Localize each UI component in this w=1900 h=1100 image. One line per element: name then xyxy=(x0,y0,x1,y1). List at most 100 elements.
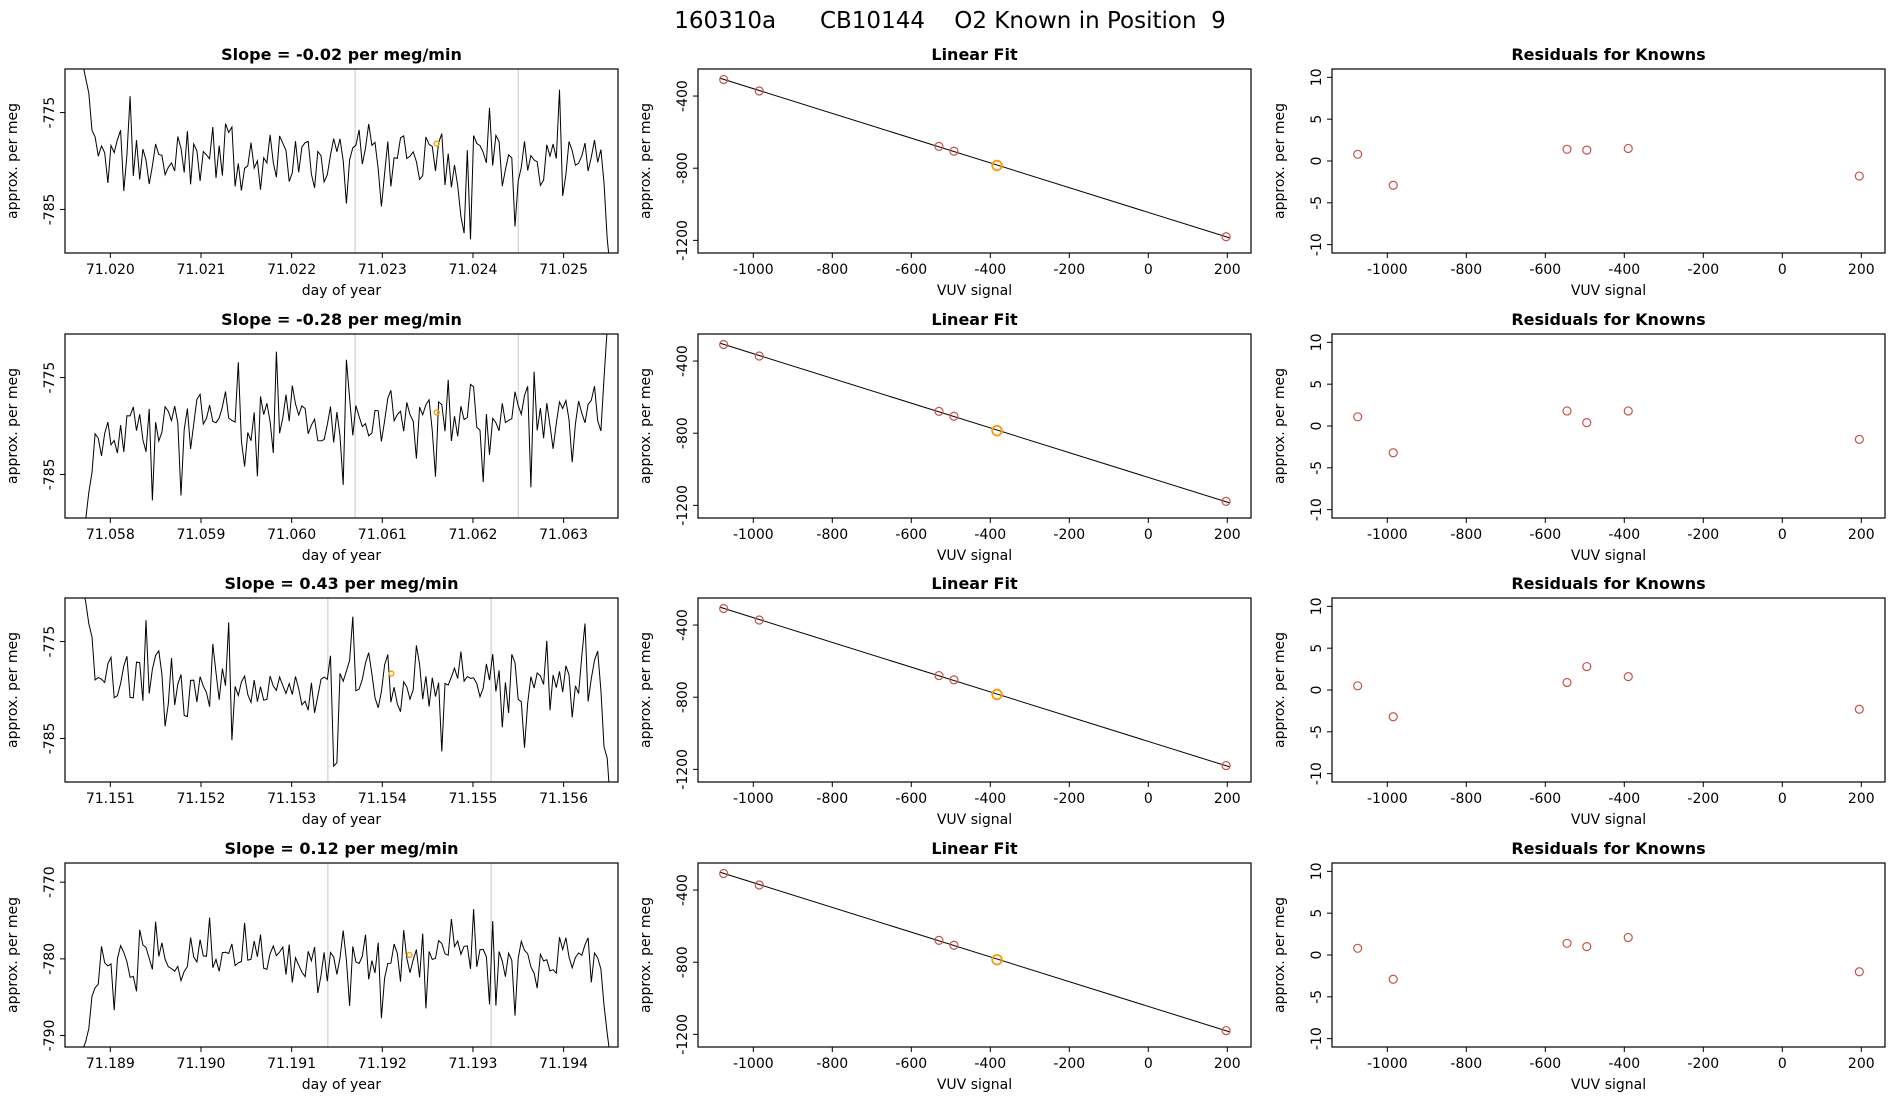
y-tick-label: 5 xyxy=(1309,115,1325,124)
known-point xyxy=(991,424,1004,437)
x-axis: 71.189 71.190 71.191 71.192 71.193 71.194 xyxy=(86,1046,588,1072)
chart-title: Residuals for Knowns xyxy=(1511,310,1705,329)
y-tick-label: 0 xyxy=(1309,421,1325,430)
y-tick-label: -5 xyxy=(1309,196,1325,210)
chart-row1-timeseries: Slope = -0.02 per meg/min day of year appr… xyxy=(5,45,619,299)
y-axis-title: approx. per meg xyxy=(638,897,654,1013)
plot-area xyxy=(85,333,608,518)
x-tick-label: 71.192 xyxy=(358,1056,407,1072)
plot-area xyxy=(1352,406,1864,458)
chart-row4-linear-fit: Linear Fit VUV signal approx. per meg -1000… xyxy=(638,839,1253,1093)
residual-point xyxy=(1854,434,1864,444)
data-point xyxy=(719,339,729,349)
reference-lines xyxy=(327,598,492,783)
y-axis-title: approx. per meg xyxy=(638,103,654,219)
x-tick-label: 0 xyxy=(1144,262,1153,278)
y-axis: -1200 -800 -400 xyxy=(675,345,699,525)
y-axis-title: approx. per meg xyxy=(5,897,21,1013)
data-point xyxy=(755,86,765,96)
plot-area xyxy=(1352,932,1864,984)
x-axis: -1000 -800 -600 -400 -200 0 200 xyxy=(1367,517,1875,543)
x-tick-label: -1000 xyxy=(1367,1056,1408,1072)
x-tick-label: -1000 xyxy=(1367,527,1408,543)
x-tick-label: -600 xyxy=(896,527,928,543)
panel-row3-residuals: Residuals for Knowns VUV signal approx. pe… xyxy=(1267,569,1900,834)
x-tick-label: -800 xyxy=(1450,527,1482,543)
known-point xyxy=(991,953,1004,966)
labels: Linear Fit VUV signal approx. per meg xyxy=(638,574,1018,828)
x-tick-label: -800 xyxy=(1450,262,1482,278)
y-tick-label: -400 xyxy=(675,345,691,377)
y-axis: -1200 -800 -400 xyxy=(675,874,699,1055)
residual-point xyxy=(1388,180,1398,191)
x-tick-label: -800 xyxy=(817,791,849,807)
y-tick-label: 5 xyxy=(1309,379,1325,388)
y-tick-label: -785 xyxy=(42,723,58,755)
x-axis-title: day of year xyxy=(302,1077,382,1093)
x-tick-label: 200 xyxy=(1214,262,1241,278)
residual-point xyxy=(1352,149,1363,160)
data-point xyxy=(949,940,960,950)
data-point xyxy=(934,406,945,416)
x-tick-label: 71.152 xyxy=(177,791,226,807)
plot-area xyxy=(719,75,1232,242)
series-line xyxy=(83,908,610,1047)
x-tick-label: 71.189 xyxy=(86,1056,135,1072)
x-tick-label: -400 xyxy=(975,791,1007,807)
plot-area xyxy=(719,339,1232,506)
y-tick-label: -10 xyxy=(1309,762,1325,785)
x-axis-title: VUV signal xyxy=(937,812,1012,828)
x-axis: -1000 -800 -600 -400 -200 0 200 xyxy=(1367,782,1874,807)
chart-title: Slope = -0.28 per meg/min xyxy=(221,310,462,329)
y-tick-label: 10 xyxy=(1309,69,1325,87)
panel-row2-residuals: Residuals for Knowns VUV signal approx. pe… xyxy=(1267,305,1900,570)
y-tick-label: -775 xyxy=(42,626,58,658)
x-tick-label: 71.151 xyxy=(86,791,135,807)
plot-box xyxy=(697,333,1253,519)
plot-box xyxy=(1331,68,1886,254)
data-point xyxy=(1221,232,1232,242)
residual-point xyxy=(1388,712,1398,722)
labels: Residuals for Knowns VUV signal approx. pe… xyxy=(1272,839,1706,1093)
labels: Linear Fit VUV signal approx. per meg xyxy=(638,310,1018,564)
labels: Slope = 0.43 per meg/min day of year appro… xyxy=(5,574,459,828)
data-point xyxy=(934,935,945,945)
data-point xyxy=(719,868,729,878)
x-axis-title: VUV signal xyxy=(937,548,1012,564)
residual-point xyxy=(1562,938,1572,948)
y-tick-label: 5 xyxy=(1309,908,1325,917)
x-tick-label: 71.020 xyxy=(86,262,135,278)
residual-point xyxy=(1581,145,1592,155)
y-tick-label: -400 xyxy=(675,80,691,112)
x-axis-title: VUV signal xyxy=(1571,548,1646,564)
y-axis-title: approx. per meg xyxy=(1272,103,1288,219)
y-tick-label: -1200 xyxy=(675,1014,691,1055)
x-tick-label: -200 xyxy=(1054,527,1086,543)
data-point xyxy=(949,146,960,157)
y-tick-label: 0 xyxy=(1309,950,1325,959)
plot-box xyxy=(64,597,619,783)
reference-lines xyxy=(354,333,519,518)
x-tick-label: -400 xyxy=(1608,791,1640,807)
residual-point xyxy=(1388,447,1398,458)
x-axis: -1000 -800 -600 -400 -200 0 200 xyxy=(733,782,1241,807)
x-axis-title: VUV signal xyxy=(937,1077,1012,1093)
y-axis-title: approx. per meg xyxy=(5,632,21,748)
x-axis-title: day of year xyxy=(302,548,382,564)
x-axis: -1000 -800 -600 -400 -200 0 200 xyxy=(733,1046,1241,1072)
labels: Linear Fit VUV signal approx. per meg xyxy=(638,839,1018,1093)
plot-box xyxy=(1331,333,1886,519)
data-point xyxy=(755,351,765,361)
x-tick-label: 71.060 xyxy=(267,527,316,543)
y-tick-label: -400 xyxy=(675,874,691,906)
panel-row2-linear-fit: Linear Fit VUV signal approx. per meg -1000… xyxy=(633,305,1266,570)
x-axis: 71.020 71.021 71.022 71.023 71.024 71.025 xyxy=(86,253,588,278)
x-tick-label: -200 xyxy=(1054,1056,1086,1072)
y-tick-label: -790 xyxy=(42,1019,58,1051)
plot-area xyxy=(719,604,1232,771)
y-tick-label: -785 xyxy=(42,194,58,226)
chart-row4-timeseries: Slope = 0.12 per meg/min day of year appro… xyxy=(5,839,619,1093)
x-tick-label: 200 xyxy=(1848,527,1875,543)
x-tick-label: 71.155 xyxy=(449,791,498,807)
plot-area xyxy=(1352,662,1864,722)
